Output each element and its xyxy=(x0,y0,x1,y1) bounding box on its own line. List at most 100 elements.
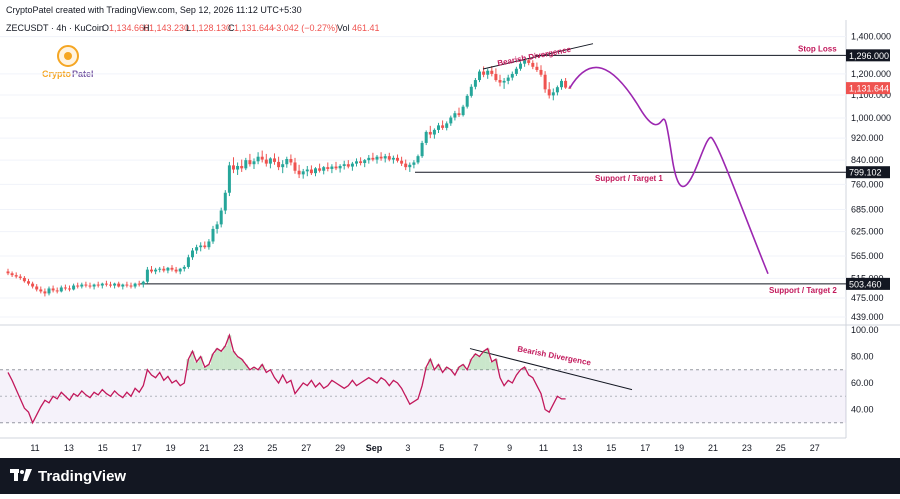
candle-body xyxy=(449,117,453,124)
header-change: −3.042 (−0.27%) xyxy=(271,23,338,33)
time-tick-label: 15 xyxy=(98,443,108,453)
candle-body xyxy=(318,168,322,171)
candle-body xyxy=(268,158,272,164)
candle-body xyxy=(215,224,219,229)
time-tick-label: 29 xyxy=(335,443,345,453)
price-grid xyxy=(0,36,846,318)
rsi-overbought-fill xyxy=(198,356,203,370)
candle-body xyxy=(350,163,354,167)
candle-body xyxy=(359,161,363,164)
candle-body xyxy=(551,92,555,96)
candle-body xyxy=(309,169,313,174)
candle-body xyxy=(428,131,432,135)
candle-body xyxy=(232,165,235,170)
candle-body xyxy=(100,283,104,286)
header-c-label: C xyxy=(228,23,235,33)
candle-body xyxy=(412,162,416,165)
candle-body xyxy=(277,161,281,168)
candle-body xyxy=(109,284,112,286)
candle-body xyxy=(195,247,199,251)
candle-body xyxy=(256,156,260,162)
level-price-tag xyxy=(846,277,890,290)
candle-body xyxy=(564,80,568,88)
candle-body xyxy=(10,273,14,276)
candle-body xyxy=(338,165,342,169)
candle-body xyxy=(63,287,67,289)
time-tick-label: 21 xyxy=(708,443,718,453)
candle-body xyxy=(104,283,108,285)
candle-body xyxy=(273,158,276,162)
candle-body xyxy=(252,161,256,165)
candle-body xyxy=(404,163,408,168)
candle-body xyxy=(367,157,371,161)
candle-body xyxy=(494,73,498,81)
candle-body xyxy=(490,70,494,74)
candle-body xyxy=(125,284,129,286)
candle-body xyxy=(465,95,469,107)
rsi-overbought-fill xyxy=(251,367,257,370)
rsi-divergence-line xyxy=(469,348,633,391)
candle-body xyxy=(59,287,63,292)
candle-body xyxy=(96,284,100,286)
candle-body xyxy=(432,129,436,135)
candle-body xyxy=(326,167,330,169)
header-vol-value: 461.41 xyxy=(352,23,380,33)
rsi-tick-label: 40.00 xyxy=(851,405,874,415)
price-tick-label: 760.000 xyxy=(851,179,884,189)
time-tick-label: 13 xyxy=(572,443,582,453)
candle-body xyxy=(236,165,240,170)
time-tick-label: 11 xyxy=(30,443,39,453)
time-tick-label: 19 xyxy=(166,443,176,453)
tradingview-logo[interactable]: TradingView xyxy=(10,466,126,486)
candle-body xyxy=(437,125,440,130)
level-price-tag-label: 1,296.000 xyxy=(849,51,889,61)
candle-body xyxy=(523,60,527,64)
price-tick-label: 565.000 xyxy=(851,251,884,261)
level-annotation: Support / Target 2 xyxy=(769,286,837,295)
header-credit: CryptoPatel created with TradingView.com… xyxy=(6,5,302,15)
rsi-overbought-fill xyxy=(428,359,433,370)
rsi-overbought-fill xyxy=(194,361,199,370)
candle-body xyxy=(527,60,531,63)
rsi-tick-label: 60.00 xyxy=(851,378,874,388)
price-tick-label: 1,000.000 xyxy=(851,113,891,123)
candle-body xyxy=(342,164,346,166)
candle-body xyxy=(482,71,486,75)
candle-body xyxy=(248,160,252,165)
candle-body xyxy=(547,89,551,96)
candle-body xyxy=(519,63,522,69)
candle-body xyxy=(14,275,18,277)
rsi-overbought-fill xyxy=(473,353,478,370)
candle-body xyxy=(285,158,289,165)
rsi-overbought-fill xyxy=(481,351,486,370)
candle-body xyxy=(6,271,10,274)
time-axis: 11 13 15 17 19 21 23 25 27 29 Sep 3 5 7 9 11 13 15 17 19 21 2… xyxy=(30,443,819,453)
level-price-tag xyxy=(846,49,890,62)
candle-body xyxy=(498,80,502,83)
candle-body xyxy=(420,142,424,157)
candle-body xyxy=(387,156,391,160)
candle-body xyxy=(396,157,399,161)
rsi-overbought-fill xyxy=(461,364,466,370)
rsi-line xyxy=(7,333,566,425)
price-axis: 1,400.000 1,200.000 1,100.000 1,000.000 920.… xyxy=(846,32,891,322)
candle-body xyxy=(158,268,162,270)
price-tick-label: 1,400.000 xyxy=(851,32,891,42)
candle-body xyxy=(170,267,174,270)
time-tick-label: 25 xyxy=(776,443,786,453)
time-tick-label: 13 xyxy=(64,443,74,453)
candle-body xyxy=(478,71,481,81)
candle-body xyxy=(260,156,264,160)
candle-body xyxy=(510,73,514,78)
candle-body xyxy=(39,289,43,292)
level-price-tag-label: 799.102 xyxy=(849,168,882,178)
candle-body xyxy=(293,162,297,171)
candle-body xyxy=(121,284,125,287)
candle-body xyxy=(445,123,449,128)
time-tick-label: 5 xyxy=(439,443,444,453)
candles xyxy=(6,57,572,297)
header-o-value: 1,134.666 xyxy=(109,23,149,33)
candle-body xyxy=(506,77,510,81)
